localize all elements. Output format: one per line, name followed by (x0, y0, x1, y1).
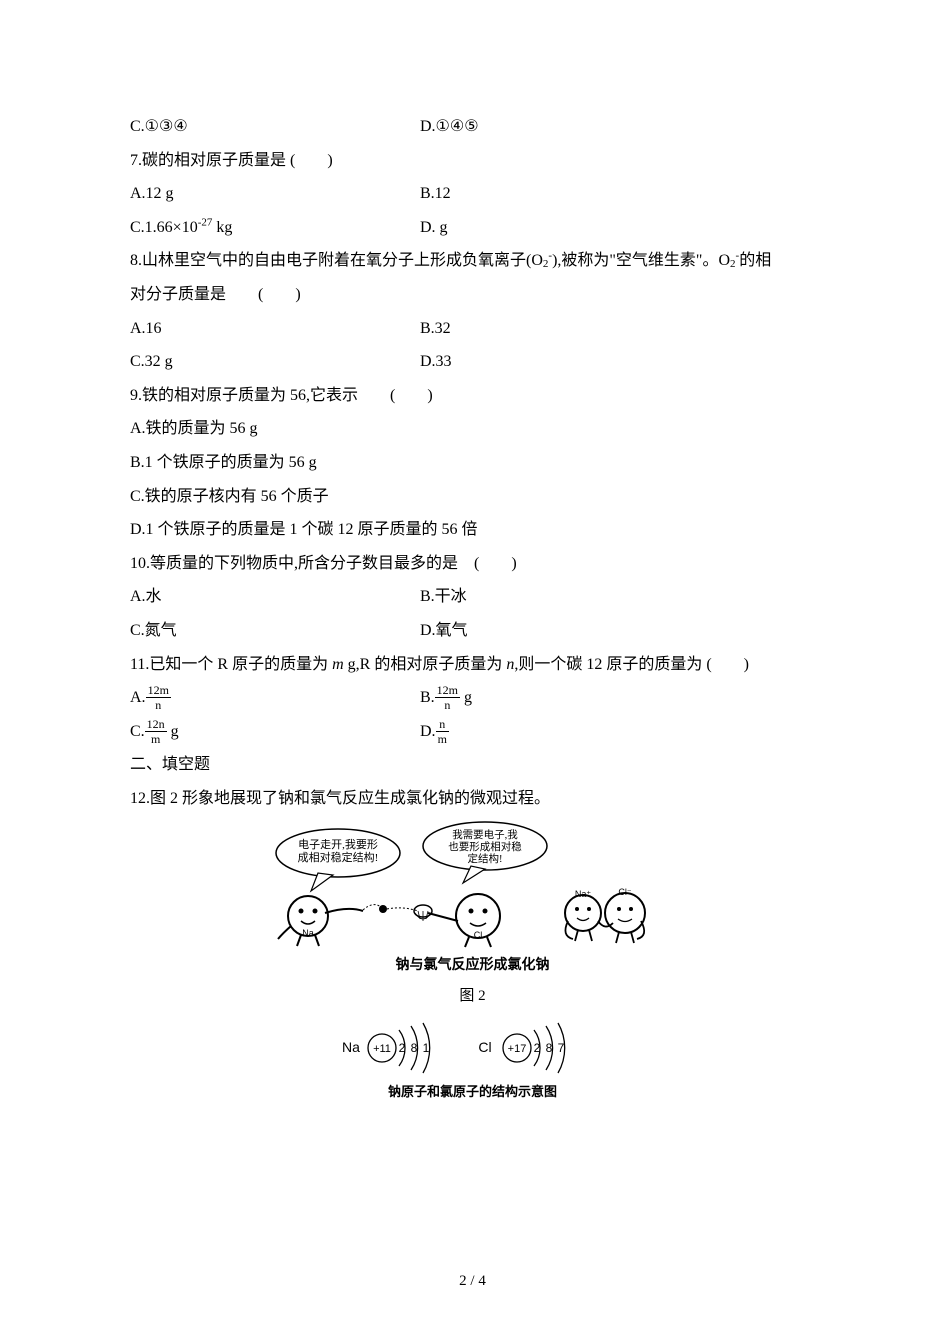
q12-figure-structure: Na +11 2 8 1 Cl +17 2 8 7 钠原子和氯原子的结构示意图 (130, 1018, 815, 1105)
q11-c-unit: g (167, 723, 179, 740)
q7-row2: C.1.66×10-27 kg D. g (130, 211, 815, 245)
q10-row1: A.水 B.干冰 (130, 580, 815, 614)
svg-text:2: 2 (398, 1041, 405, 1055)
q8-option-c: C.32 g (130, 345, 420, 379)
exam-page: C.①③④ D.①④⑤ 7.碳的相对原子质量是 ( ) A.12 g B. 1 2 … (0, 0, 945, 1337)
q7-option-b: B.12 (420, 177, 815, 211)
q9-option-d: D.1 个铁原子的质量是 1 个碳 12 原子质量的 56 倍 (130, 513, 815, 547)
svg-text:Na: Na (342, 1039, 360, 1055)
q10-option-c: C.氮气 (130, 614, 420, 648)
q11-a-den: n (146, 698, 171, 711)
q8-row1: A.16 B.32 (130, 312, 815, 346)
q11-a-num: 12m (146, 684, 171, 698)
q11-b-num: 12m (435, 684, 460, 698)
svg-text:1: 1 (422, 1041, 429, 1055)
q9-option-b: B.1 个铁原子的质量为 56 g (130, 446, 815, 480)
svg-text:Na: Na (302, 928, 314, 938)
q11-b-unit: g (460, 689, 472, 706)
svg-text:也要形成相对稳: 也要形成相对稳 (448, 840, 522, 853)
svg-text:Na⁺: Na⁺ (574, 889, 591, 899)
q8-mid: ),被称为"空气维生素"。O (552, 252, 730, 269)
q7-option-d: D. g (420, 211, 815, 245)
q11-b-label: B. (420, 689, 435, 706)
svg-text:成相对稳定结构!: 成相对稳定结构! (297, 850, 378, 864)
svg-text:8: 8 (545, 1041, 552, 1055)
q9-stem: 9.铁的相对原子质量为 56,它表示 ( ) (130, 379, 815, 413)
q6-option-d: D.①④⑤ (420, 110, 815, 144)
q11-option-a: A.12mn (130, 681, 420, 715)
q6-options-row: C.①③④ D.①④⑤ (130, 110, 815, 144)
svg-text:电子走开,我要形: 电子走开,我要形 (298, 838, 378, 851)
page-number: 2 / 4 (0, 1266, 945, 1298)
svg-text:8: 8 (410, 1041, 417, 1055)
q8-stem-line1: 8.山林里空气中的自由电子附着在氧分子上形成负氧离子(O2-),被称为"空气维生… (130, 244, 815, 278)
q11-option-d: D.nm (420, 715, 815, 749)
q11-c-num: 12n (145, 718, 167, 732)
q12-fig-label: 图 2 (130, 981, 815, 1013)
q7-stem: 7.碳的相对原子质量是 ( ) (130, 144, 815, 178)
q11-row2: C.12nm g D.nm (130, 715, 815, 749)
q12-figure-cartoon: 电子走开,我要形 成相对稳定结构! 我需要电子,我 也要形成相对稳 定结构! N… (130, 821, 815, 1012)
q11-suffix: ,则一个碳 12 原子的质量为 ( ) (514, 656, 749, 673)
q11-d-label: D. (420, 723, 436, 740)
q6-option-c: C.①③④ (130, 110, 420, 144)
q11-prefix: 11.已知一个 R 原子的质量为 (130, 656, 332, 673)
svg-text:+11: +11 (373, 1043, 391, 1055)
q11-d-den: m (436, 732, 449, 745)
q11-a-label: A. (130, 689, 146, 706)
q11-b-frac: 12mn (435, 684, 460, 711)
q11-d-frac: nm (436, 718, 449, 745)
q11-c-frac: 12nm (145, 718, 167, 745)
q7-optc-prefix: C.1.66×10 (130, 219, 198, 236)
q8-row2: C.32 g D.33 (130, 345, 815, 379)
q11-row1: A.12mn B.12mn g (130, 681, 815, 715)
q8-stem-line2: 对分子质量是 ( ) (130, 278, 815, 312)
q12-caption1: 钠与氯气反应形成氯化钠 (130, 951, 815, 980)
svg-text:Cl⁻: Cl⁻ (618, 887, 631, 897)
q9-option-a: A.铁的质量为 56 g (130, 412, 815, 446)
q7-optc-suffix: kg (212, 219, 232, 236)
q12-stem: 12.图 2 形象地展现了钠和氯气反应生成氯化钠的微观过程。 (130, 782, 815, 816)
q7-row1: A.12 g B.12 (130, 177, 815, 211)
q11-stem: 11.已知一个 R 原子的质量为 m g,R 的相对原子质量为 n,则一个碳 1… (130, 648, 815, 682)
cartoon-svg: 电子走开,我要形 成相对稳定结构! 我需要电子,我 也要形成相对稳 定结构! N… (263, 821, 683, 951)
q11-mid: g,R 的相对原子质量为 (344, 656, 507, 673)
q11-c-den: m (145, 732, 167, 745)
svg-text:定结构!: 定结构! (467, 852, 502, 865)
section-2-heading: 二、填空题 (130, 748, 815, 782)
svg-text:7: 7 (557, 1041, 564, 1055)
q7-optc-exponent: -27 (198, 216, 213, 228)
q10-stem: 10.等质量的下列物质中,所含分子数目最多的是 ( ) (130, 547, 815, 581)
q8-option-a: A.16 (130, 312, 420, 346)
q7-option-c: C.1.66×10-27 kg (130, 211, 420, 245)
q10-option-b: B.干冰 (420, 580, 815, 614)
q11-c-label: C. (130, 723, 145, 740)
q11-m: m (332, 656, 344, 673)
q8-prefix: 8.山林里空气中的自由电子附着在氧分子上形成负氧离子(O (130, 252, 543, 269)
q8-suffix: 的相 (739, 252, 771, 269)
q8-option-d: D.33 (420, 345, 815, 379)
svg-text:我需要电子,我: 我需要电子,我 (452, 828, 518, 841)
structure-svg: Na +11 2 8 1 Cl +17 2 8 7 (333, 1018, 613, 1078)
q11-d-num: n (436, 718, 449, 732)
q12-caption2: 钠原子和氯原子的结构示意图 (130, 1078, 815, 1105)
q10-option-d: D.氧气 (420, 614, 815, 648)
q8-option-b: B.32 (420, 312, 815, 346)
svg-text:Cl: Cl (478, 1039, 491, 1055)
q7-option-a: A.12 g (130, 177, 420, 211)
svg-text:+17: +17 (507, 1043, 526, 1055)
svg-text:2: 2 (533, 1041, 540, 1055)
q11-b-den: n (435, 698, 460, 711)
q11-a-frac: 12mn (146, 684, 171, 711)
q11-option-c: C.12nm g (130, 715, 420, 749)
svg-text:Cl: Cl (473, 930, 482, 940)
q11-option-b: B.12mn g (420, 681, 815, 715)
q10-row2: C.氮气 D.氧气 (130, 614, 815, 648)
q9-option-c: C.铁的原子核内有 56 个质子 (130, 480, 815, 514)
q10-option-a: A.水 (130, 580, 420, 614)
